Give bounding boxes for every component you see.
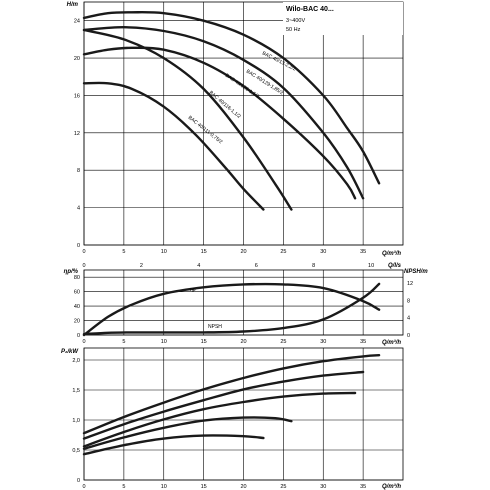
eff-x-axis-label: Q/m³/h (382, 339, 401, 346)
power-y-tick-label: 0 (77, 478, 80, 484)
head-x-tick-label: 25 (280, 249, 286, 255)
head-x2-tick-label: 8 (312, 263, 315, 269)
eff-x-tick-label: 10 (161, 339, 167, 345)
head-x-tick-label: 15 (201, 249, 207, 255)
efficiency-curve (82, 282, 381, 337)
power-chart: 0 5 10 15 20 25 30 35 0 0,5 1,0 1,5 2,0 P₂/kW Q/m³/h (61, 347, 404, 490)
head-curve (82, 25, 365, 200)
power-curve (82, 391, 357, 448)
power-y-tick-label: 1,5 (72, 388, 80, 394)
head-curve (82, 46, 357, 200)
head-curve (82, 11, 381, 185)
power-x-tick-label: 35 (360, 484, 366, 490)
power-curve (82, 354, 381, 435)
eff-x-tick-label: 35 (360, 339, 366, 345)
voltage-info: 3~400V (286, 18, 305, 24)
eff-y-tick-label: 20 (74, 319, 80, 325)
head-x-axis-label: Q/m³/h (382, 250, 401, 257)
title-box-bg (283, 2, 403, 35)
chart-title: Wilo-BAC 40... (286, 6, 334, 13)
head-x-tick-label: 0 (82, 249, 85, 255)
head-curve (82, 28, 293, 211)
head-x-tick-label: 30 (320, 249, 326, 255)
eff-y2-tick-label: 0 (407, 333, 410, 339)
head-x2-tick-label: 6 (255, 263, 258, 269)
efficiency-npsh-chart: 0 5 10 15 20 25 30 35 0 20 40 60 80 0 4 8 12 ηp/% NPSH/m Q/… (64, 269, 429, 346)
head-x2-tick-label: 2 (140, 263, 143, 269)
eff-x-tick-label: 0 (82, 339, 85, 345)
power-y-axis-label: P₂/kW (61, 349, 79, 355)
head-y-tick-label: 8 (77, 168, 80, 174)
head-curve-label: BAC 40/116-1,1/2 (208, 90, 242, 120)
head-x2-tick-label: 0 (82, 263, 85, 269)
power-curve (82, 416, 293, 450)
head-x2-axis-label: Q/l/s (388, 263, 402, 269)
power-y-tick-label: 2,0 (72, 358, 80, 364)
eff-y-tick-label: 60 (74, 290, 80, 296)
eff-y2-tick-label: 8 (407, 298, 410, 304)
head-curve (82, 81, 265, 211)
power-curve (82, 434, 265, 456)
head-x-tick-label: 20 (240, 249, 246, 255)
power-curve (82, 370, 365, 440)
eff-x-tick-label: 5 (122, 339, 125, 345)
npsh-curve-label: NPSH (208, 324, 222, 330)
eff-y-axis-label: ηp/% (64, 269, 79, 275)
eff-y2-axis-label: NPSH/m (404, 269, 428, 275)
frequency-info: 50 Hz (286, 27, 301, 33)
eff-y-tick-label: 80 (74, 275, 80, 281)
eff-y2-tick-label: 12 (407, 281, 413, 287)
power-x-tick-label: 30 (320, 484, 326, 490)
power-x-tick-label: 25 (280, 484, 286, 490)
head-x2-tick-label: 10 (368, 263, 374, 269)
power-x-tick-label: 15 (201, 484, 207, 490)
head-y-tick-label: 20 (74, 56, 80, 62)
head-y-tick-label: 0 (77, 243, 80, 249)
power-x-tick-label: 10 (161, 484, 167, 490)
power-y-tick-label: 1,0 (72, 418, 80, 424)
eff-x-tick-label: 25 (280, 339, 286, 345)
eff-x-tick-label: 15 (201, 339, 207, 345)
power-x-tick-label: 5 (122, 484, 125, 490)
head-y-tick-label: 4 (77, 206, 80, 212)
title-box: Wilo-BAC 40... 3~400V 50 Hz (283, 2, 403, 35)
head-x-tick-label: 35 (360, 249, 366, 255)
head-y-tick-label: 12 (74, 131, 80, 137)
eff-y-tick-label: 0 (77, 333, 80, 339)
head-x2-tick-label: 4 (197, 263, 200, 269)
head-x-tick-label: 5 (122, 249, 125, 255)
head-x-tick-label: 10 (161, 249, 167, 255)
eff-y-tick-label: 40 (74, 304, 80, 310)
head-y-axis-label: H/m (67, 2, 79, 8)
power-x-axis-label: Q/m³/h (382, 483, 401, 490)
eff-x-tick-label: 20 (240, 339, 246, 345)
power-y-tick-label: 0,5 (72, 448, 80, 454)
eff-x-tick-label: 30 (320, 339, 326, 345)
power-x-tick-label: 20 (240, 484, 246, 490)
head-y-tick-label: 24 (74, 19, 80, 25)
efficiency-curve-label: ηp (190, 287, 196, 293)
power-x-tick-label: 0 (82, 484, 85, 490)
head-y-tick-label: 16 (74, 93, 80, 99)
npsh-curve (82, 282, 381, 336)
eff-y2-tick-label: 4 (407, 316, 410, 322)
